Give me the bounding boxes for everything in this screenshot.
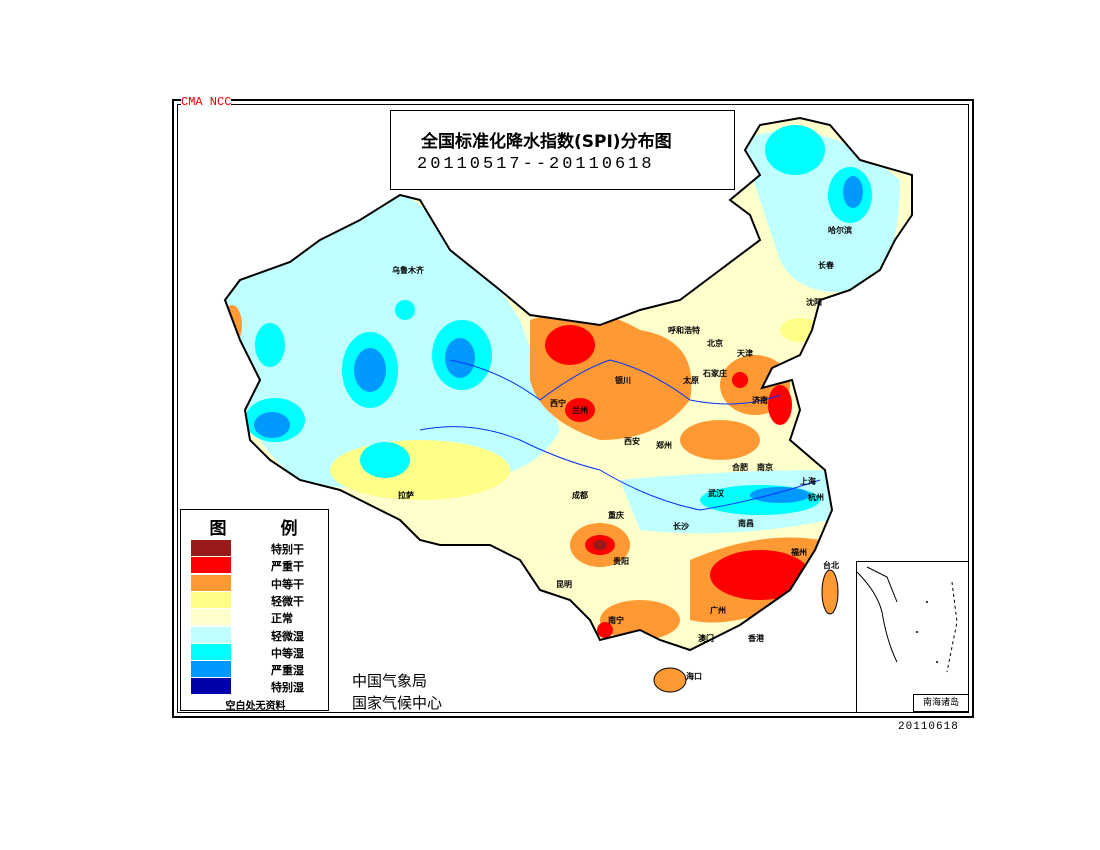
city-label: 广州 — [710, 606, 726, 615]
city-label: 南京 — [757, 463, 773, 472]
legend-swatch — [191, 540, 231, 556]
legend-label: 严重干 — [271, 560, 304, 574]
legend-swatch — [191, 609, 231, 626]
legend: 图 例 特别干严重干中等干轻微干正常轻微湿中等湿严重湿特别湿 空白处无资料 — [180, 509, 329, 712]
legend-label: 特别干 — [271, 543, 304, 556]
legend-item: 正常 — [191, 609, 321, 626]
legend-item: 特别干 — [191, 540, 321, 557]
legend-swatch — [191, 557, 231, 574]
org-ncc: 国家气候中心 — [352, 694, 443, 712]
city-label: 杭州 — [808, 493, 824, 502]
city-label: 乌鲁木齐 — [392, 266, 424, 275]
legend-label: 中等干 — [271, 577, 304, 591]
city-label: 南昌 — [738, 519, 754, 528]
legend-title: 图 例 — [209, 519, 322, 539]
city-label: 南宁 — [608, 616, 624, 625]
city-label: 贵阳 — [613, 557, 629, 566]
legend-swatch — [191, 591, 231, 608]
city-label: 太原 — [683, 376, 699, 385]
city-label: 银川 — [615, 376, 631, 385]
city-label: 成都 — [572, 491, 588, 500]
city-label: 长沙 — [673, 522, 689, 531]
city-label: 武汉 — [708, 489, 724, 498]
legend-label: 轻微湿 — [271, 629, 304, 643]
city-label: 昆明 — [556, 580, 572, 589]
city-label: 济南 — [752, 396, 768, 405]
city-label: 拉萨 — [398, 491, 414, 500]
legend-item: 中等干 — [191, 574, 321, 592]
city-label: 福州 — [791, 548, 807, 557]
city-label: 石家庄 — [703, 369, 727, 378]
legend-swatch — [191, 678, 231, 695]
legend-swatch — [191, 643, 231, 660]
city-label: 重庆 — [608, 511, 624, 520]
map-period: 20110517--20110618 — [417, 155, 655, 174]
legend-swatch — [191, 574, 231, 591]
cma-ncc-watermark: CMA NCC — [181, 95, 232, 109]
map-title: 全国标准化降水指数(SPI)分布图 — [421, 132, 672, 152]
city-label: 澳门 — [698, 634, 714, 643]
city-label: 哈尔滨 — [828, 226, 852, 235]
city-label: 沈阳 — [806, 298, 822, 307]
legend-item: 中等湿 — [191, 643, 321, 661]
city-label: 海口 — [686, 672, 702, 681]
legend-item: 轻微干 — [191, 591, 321, 609]
legend-label: 特别湿 — [271, 681, 304, 695]
city-label: 西宁 — [550, 399, 566, 408]
city-label: 郑州 — [656, 441, 672, 450]
city-label: 香港 — [748, 634, 764, 643]
no-data-note: 空白处无资料 — [225, 701, 286, 712]
city-label: 北京 — [707, 339, 723, 348]
city-label: 呼和浩特 — [668, 326, 700, 335]
city-label: 天津 — [737, 349, 753, 358]
legend-item: 严重干 — [191, 557, 321, 574]
south-china-sea-inset — [856, 561, 969, 713]
legend-item: 特别湿 — [191, 678, 321, 695]
legend-item: 严重湿 — [191, 661, 321, 678]
legend-swatch — [191, 661, 231, 678]
title-box: 全国标准化降水指数(SPI)分布图 20110517--20110618 — [390, 110, 735, 190]
city-label: 上海 — [800, 477, 816, 486]
inset-label: 南海诸岛 — [913, 694, 969, 712]
legend-item: 轻微湿 — [191, 626, 321, 644]
city-label: 台北 — [823, 561, 839, 570]
map-inner-frame — [177, 104, 969, 713]
legend-label: 严重湿 — [271, 664, 304, 678]
legend-label: 轻微干 — [271, 594, 304, 608]
org-cma: 中国气象局 — [352, 672, 428, 690]
legend-swatch — [191, 626, 231, 643]
legend-label: 中等湿 — [271, 646, 304, 660]
city-label: 长春 — [818, 261, 834, 270]
issue-date: 20110618 — [898, 721, 959, 733]
city-label: 西安 — [624, 437, 640, 446]
city-label: 合肥 — [732, 463, 748, 472]
legend-label: 正常 — [271, 612, 293, 626]
map-frame — [172, 99, 974, 718]
city-label: 兰州 — [572, 406, 588, 415]
